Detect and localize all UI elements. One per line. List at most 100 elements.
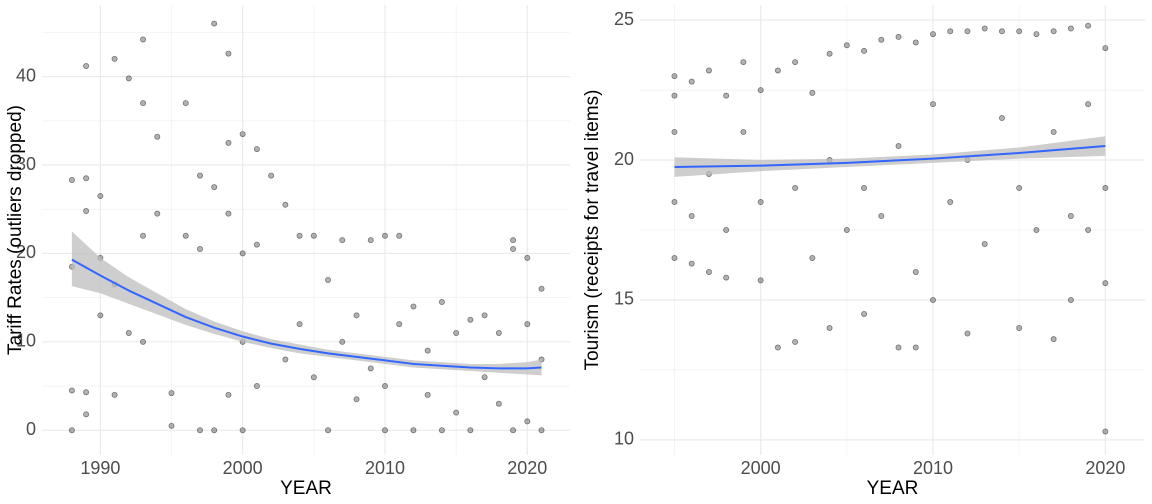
point xyxy=(671,73,678,80)
point xyxy=(410,427,417,434)
point xyxy=(396,232,403,239)
point xyxy=(182,232,189,239)
point xyxy=(538,427,545,434)
point xyxy=(424,347,431,354)
point xyxy=(705,268,712,275)
point xyxy=(510,427,517,434)
x-tick-label: 2000 xyxy=(741,458,781,478)
x-tick-label: 2000 xyxy=(223,458,263,478)
point xyxy=(1050,28,1057,35)
point xyxy=(211,427,218,434)
point xyxy=(843,226,850,233)
point xyxy=(1102,428,1109,435)
point xyxy=(912,344,919,351)
point xyxy=(947,28,954,35)
point xyxy=(895,33,902,40)
point xyxy=(225,139,232,146)
point xyxy=(792,185,799,192)
point xyxy=(723,92,730,99)
point xyxy=(168,390,175,397)
point xyxy=(296,232,303,239)
point xyxy=(964,330,971,337)
point xyxy=(947,199,954,206)
point xyxy=(1085,22,1092,29)
y-tick-label: 10 xyxy=(16,331,36,351)
point xyxy=(510,237,517,244)
y-axis-title: Tourism (receipts for travel items) xyxy=(582,90,603,371)
y-tick-label: 25 xyxy=(614,9,634,29)
point xyxy=(912,268,919,275)
point xyxy=(83,175,90,182)
point xyxy=(826,324,833,331)
point xyxy=(1016,28,1023,35)
y-axis-title: Tariff Rates (outliers dropped) xyxy=(5,105,26,355)
point xyxy=(196,427,203,434)
point xyxy=(495,400,502,407)
point xyxy=(964,28,971,35)
point xyxy=(981,240,988,247)
point xyxy=(1016,324,1023,331)
point xyxy=(930,101,937,108)
point xyxy=(1033,31,1040,38)
point xyxy=(154,210,161,217)
point xyxy=(296,321,303,328)
point xyxy=(1050,129,1057,136)
point xyxy=(282,356,289,363)
point xyxy=(878,213,885,220)
point xyxy=(740,129,747,136)
point xyxy=(453,409,460,416)
confidence-band xyxy=(674,136,1106,177)
point xyxy=(861,185,868,192)
point xyxy=(68,427,75,434)
point xyxy=(895,143,902,150)
point xyxy=(671,129,678,136)
point xyxy=(353,312,360,319)
point xyxy=(843,42,850,49)
point xyxy=(723,274,730,281)
point xyxy=(239,250,246,257)
point xyxy=(225,210,232,217)
point xyxy=(688,213,695,220)
point xyxy=(453,329,460,336)
point xyxy=(1102,45,1109,52)
point xyxy=(705,67,712,74)
point xyxy=(367,237,374,244)
point xyxy=(1016,185,1023,192)
point xyxy=(510,246,517,253)
point xyxy=(467,427,474,434)
point xyxy=(211,184,218,191)
point xyxy=(410,303,417,310)
point xyxy=(140,100,147,107)
point xyxy=(740,59,747,66)
point xyxy=(1085,226,1092,233)
x-tick-label: 2010 xyxy=(365,458,405,478)
point xyxy=(140,36,147,43)
point xyxy=(688,260,695,267)
point xyxy=(325,427,332,434)
point xyxy=(83,411,90,418)
x-tick-label: 2020 xyxy=(1085,458,1125,478)
point xyxy=(424,391,431,398)
point xyxy=(671,254,678,261)
x-tick-label: 1990 xyxy=(80,458,120,478)
smooth-line xyxy=(674,145,1106,169)
point xyxy=(211,20,218,27)
point xyxy=(688,78,695,85)
point xyxy=(196,246,203,253)
point xyxy=(381,232,388,239)
point xyxy=(225,50,232,57)
point xyxy=(239,131,246,138)
point xyxy=(1067,25,1074,32)
point xyxy=(467,316,474,323)
point xyxy=(253,383,260,390)
point xyxy=(97,192,104,199)
point xyxy=(809,89,816,96)
point xyxy=(861,47,868,54)
point xyxy=(438,299,445,306)
x-tick-label: 2020 xyxy=(507,458,547,478)
point xyxy=(310,232,317,239)
point xyxy=(671,92,678,99)
point xyxy=(878,36,885,43)
y-tick-label: 0 xyxy=(26,419,36,439)
